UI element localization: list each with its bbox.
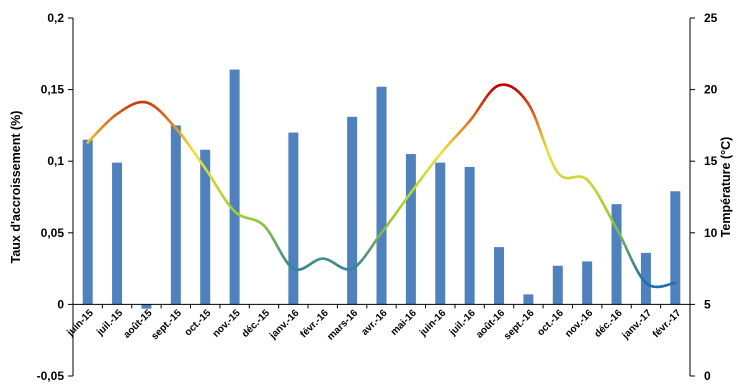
bar [83, 140, 93, 305]
bar [230, 70, 240, 305]
bar [582, 261, 592, 304]
category-label: mars-16 [325, 307, 360, 342]
right-tick-label: 25 [704, 11, 718, 25]
bar [465, 167, 475, 304]
bar [377, 87, 387, 305]
bar [523, 294, 533, 304]
y-axis-title-right: Température (°C) [719, 137, 733, 238]
category-label: mai-16 [389, 307, 419, 337]
category-label: sept.-15 [149, 307, 184, 342]
category-label: oct.-15 [183, 307, 214, 338]
category-label: déc.-15 [240, 307, 272, 339]
category-label: nov.-15 [211, 307, 243, 339]
right-tick-label: 10 [704, 226, 718, 240]
category-label: avr.-16 [359, 307, 389, 337]
bar-series [83, 70, 681, 309]
right-tick-label: 20 [704, 83, 718, 97]
category-label: juil.-15 [94, 307, 125, 338]
bar [171, 125, 181, 304]
bar [435, 163, 445, 305]
category-label: janv.-17 [620, 307, 655, 342]
category-label: nov.-16 [563, 307, 595, 339]
bar [553, 266, 563, 305]
left-tick-label: 0 [57, 297, 64, 311]
right-tick-label: 15 [704, 154, 718, 168]
bar [112, 163, 122, 305]
category-labels: juin-15 juil.-15août-15sept.-15oct.-15nov… [65, 304, 690, 342]
category-label: janv.-16 [267, 307, 302, 342]
category-label: févr.-17 [651, 307, 684, 340]
category-label: juin-15 [65, 307, 97, 339]
category-label: juin-16 [417, 307, 449, 339]
bar [670, 191, 680, 304]
left-tick-label: 0,15 [41, 83, 65, 97]
left-tick-label: -0,05 [37, 369, 65, 383]
category-label: juil.-16 [447, 307, 478, 338]
y-axis-title-left: Taux d'accroissement (%) [9, 111, 23, 264]
bar [288, 133, 298, 305]
left-tick-label: 0,05 [41, 226, 65, 240]
bar [612, 204, 622, 304]
category-label: sept.-16 [502, 307, 537, 342]
bar [347, 117, 357, 305]
category-label: déc.-16 [593, 307, 625, 339]
right-tick-label: 0 [704, 369, 711, 383]
left-tick-label: 0,1 [47, 154, 64, 168]
right-axis-ticks: 0 5 10 15 20 25 [690, 11, 718, 383]
category-label: oct.-16 [535, 307, 566, 338]
bar [406, 154, 416, 304]
left-tick-label: 0,2 [47, 11, 64, 25]
right-tick-label: 5 [704, 297, 711, 311]
bar [494, 247, 504, 304]
